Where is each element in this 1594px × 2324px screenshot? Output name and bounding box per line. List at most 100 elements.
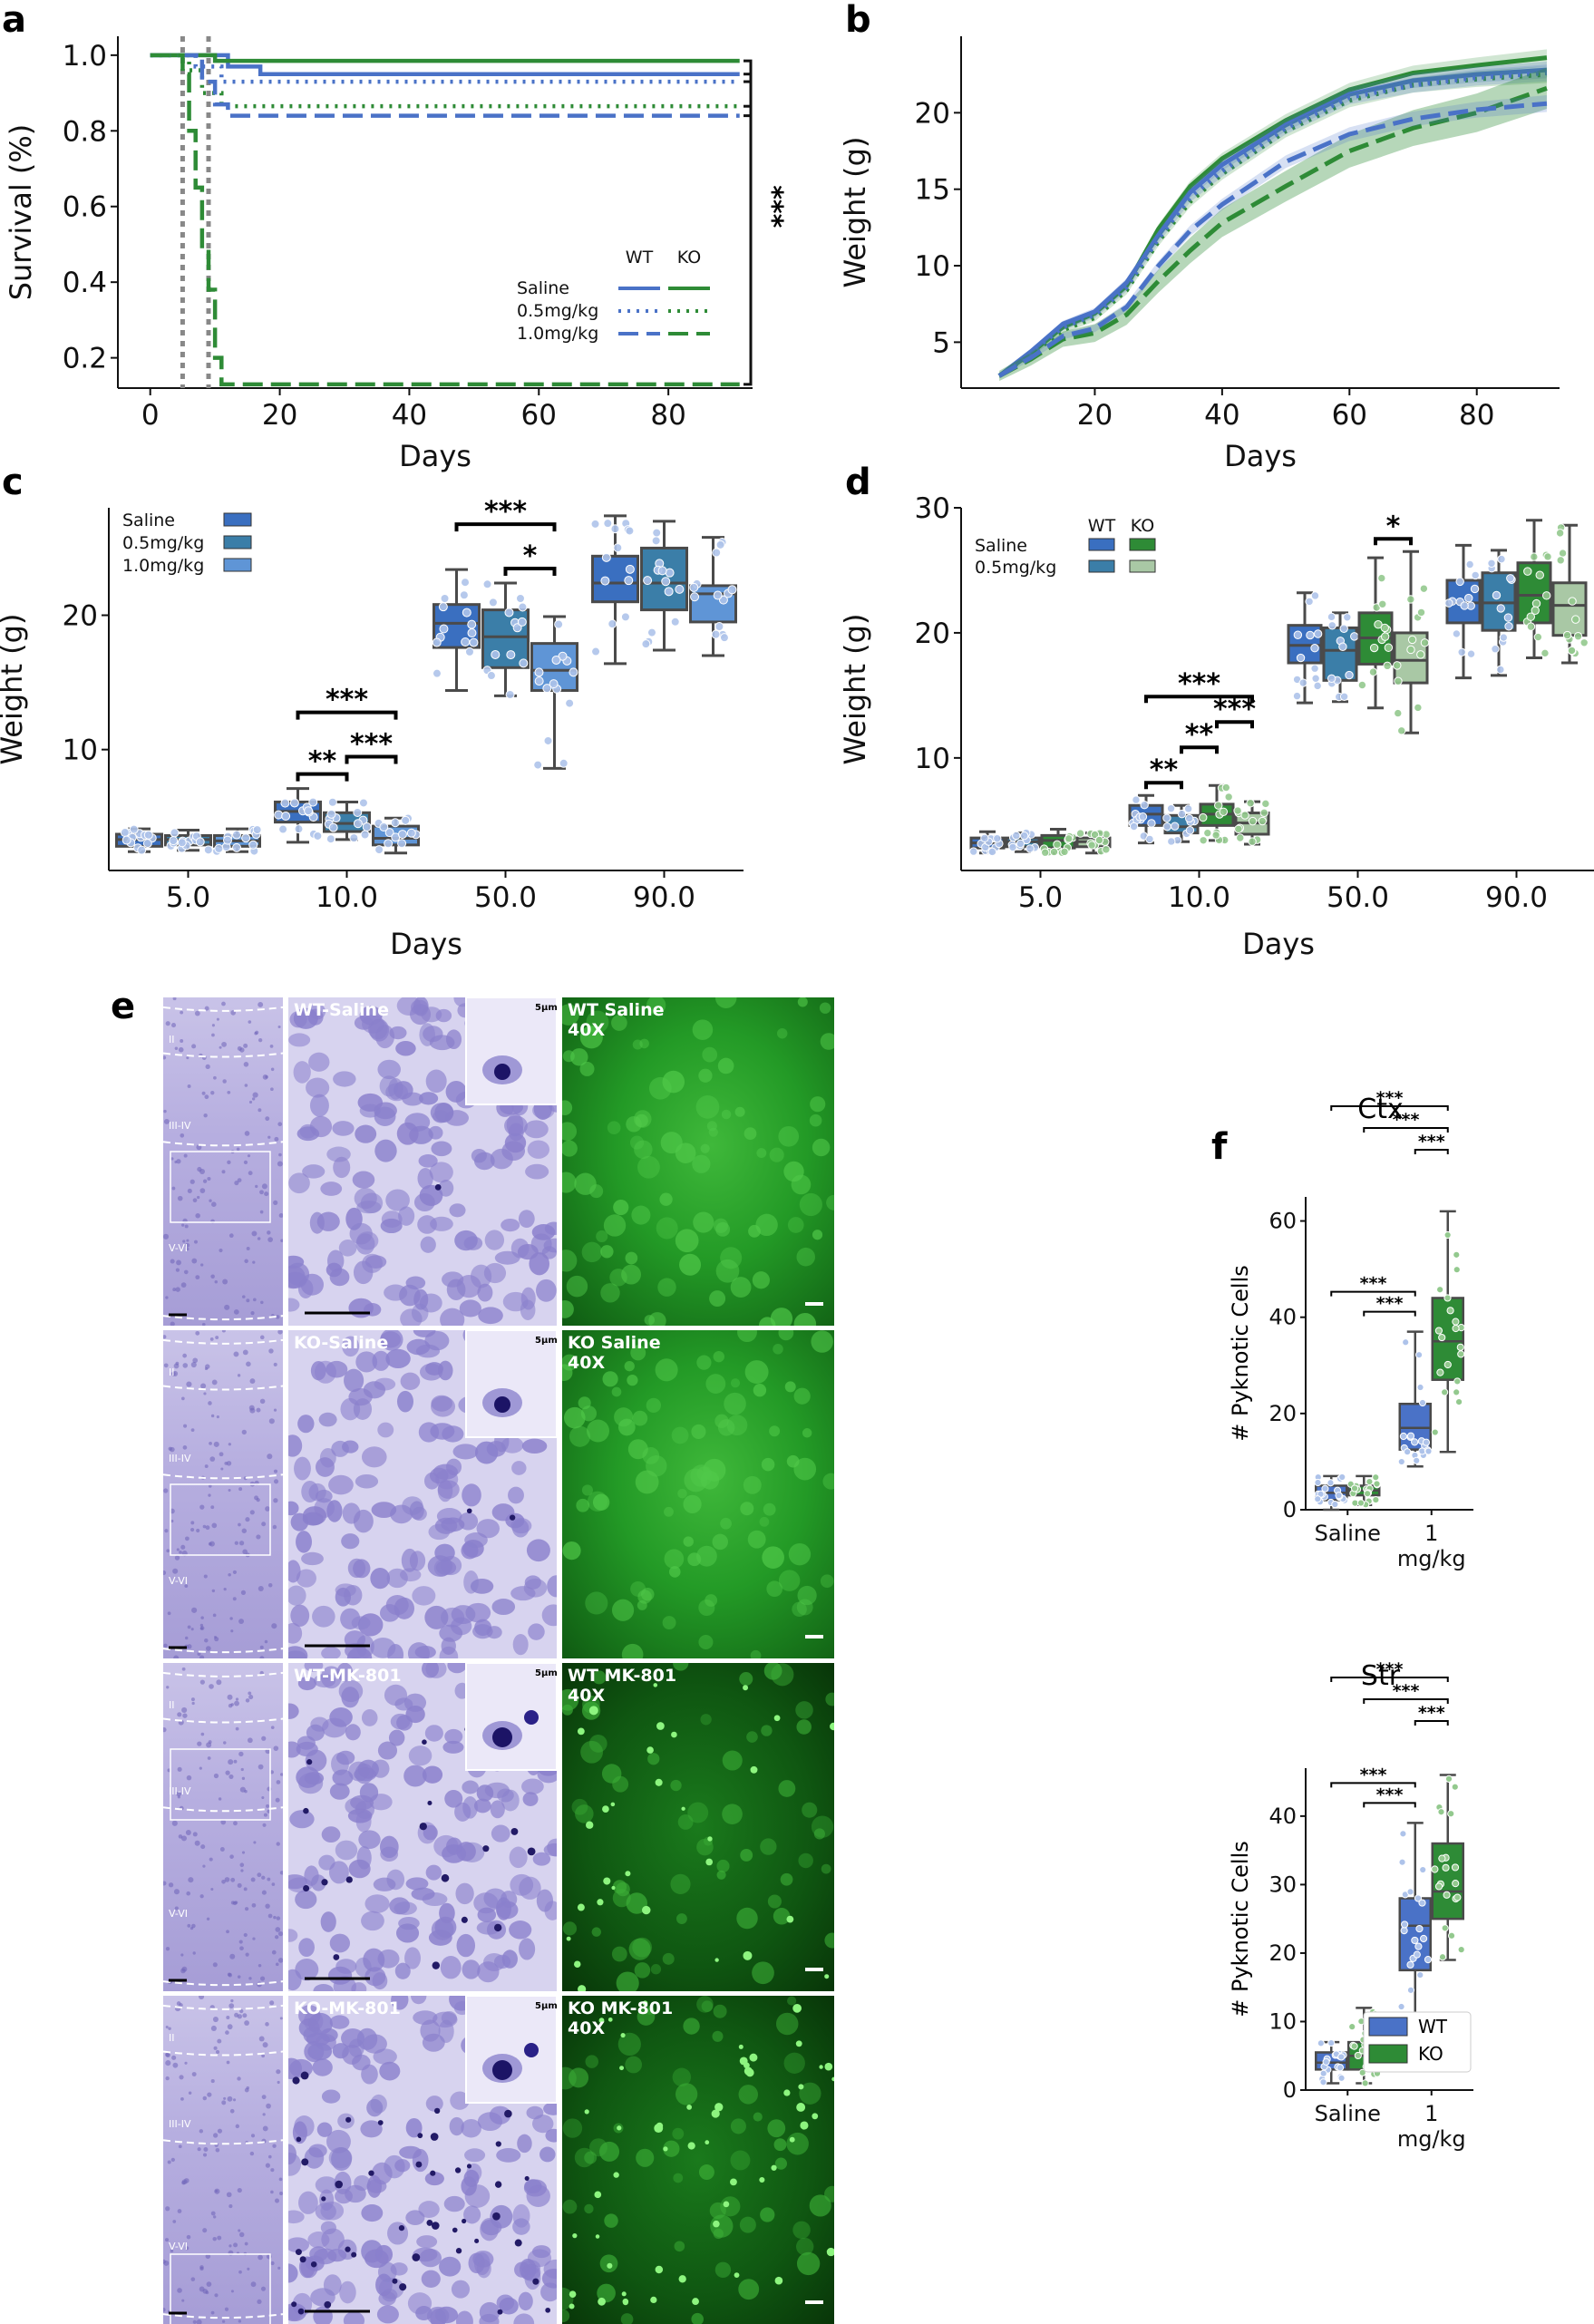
d-data-point	[1292, 691, 1302, 701]
d-data-point	[1016, 839, 1025, 849]
gfp-cell	[562, 1140, 578, 1157]
c-data-point	[543, 735, 553, 745]
nissl-cell	[223, 1587, 227, 1591]
pyknotic-cell	[321, 1879, 328, 1886]
gfp-cell	[705, 1594, 718, 1607]
gfp-cell	[575, 1804, 594, 1823]
d-data-point	[1541, 648, 1550, 658]
pyknotic-cell	[295, 2249, 302, 2256]
nissl-cell	[244, 2087, 249, 2093]
nissl-cell	[321, 2089, 341, 2104]
nissl-cell	[296, 1569, 316, 1588]
d-data-point	[1369, 643, 1379, 653]
d-data-point	[1460, 601, 1469, 610]
f-str-data-point	[1451, 1863, 1460, 1872]
nissl-cell	[412, 2148, 429, 2173]
gfp-cell	[578, 1396, 591, 1410]
gfp-cell	[767, 1894, 782, 1909]
c-data-point	[488, 598, 498, 608]
f-ctx-significance-bracket	[1363, 1310, 1416, 1317]
nissl-cell	[419, 1184, 443, 1207]
nissl-cell	[240, 1767, 244, 1772]
pyknotic-cell	[345, 1876, 353, 1883]
f-str-data-point	[1415, 1924, 1424, 1933]
nissl-cell	[215, 2049, 220, 2055]
gfp-bright-cell	[671, 1731, 677, 1738]
f-ctx-data-point	[1414, 1351, 1424, 1359]
nissl-cell	[215, 2189, 219, 2193]
nissl-cell	[270, 1087, 274, 1092]
nissl-cell	[360, 2120, 383, 2138]
pyknotic-cell	[306, 1759, 313, 1765]
d-data-point	[1259, 808, 1268, 817]
nissl-cell	[165, 1296, 169, 1299]
nissl-cell	[266, 1804, 269, 1808]
f-ctx-ytick-label: 20	[1268, 1401, 1297, 1426]
f-str-data-point	[1401, 1920, 1409, 1929]
f-str-ytick-label: 30	[1268, 1872, 1297, 1897]
gfp-cell	[825, 1692, 834, 1707]
nissl-cell	[370, 1567, 391, 1590]
d-data-point	[1406, 645, 1415, 655]
c-data-point	[379, 822, 389, 832]
nissl-cell	[230, 1629, 234, 1633]
nissl-cell	[345, 1724, 361, 1741]
nissl-cell	[471, 1148, 487, 1163]
nissl-cell	[267, 1135, 271, 1139]
nissl-cell	[227, 1694, 233, 1700]
nissl-cell	[257, 1872, 262, 1878]
gfp-cell	[698, 2164, 714, 2181]
gfp-cell	[664, 1506, 674, 1517]
c-data-point	[603, 519, 613, 529]
pyknotic-cell	[399, 2283, 407, 2291]
micrograph-grid: II III-IV V-VI WT-Saline 5µm WT Saline 40X II I…	[163, 997, 1179, 2324]
inset-pyknotic-nucleus	[494, 1064, 510, 1080]
gfp-bright-cell	[738, 2044, 744, 2049]
nissl-cell	[183, 1424, 188, 1428]
nissl-cell	[175, 1287, 180, 1292]
nissl-cell	[163, 1488, 169, 1493]
d-data-point	[1377, 573, 1386, 583]
f-str-data-point	[1424, 1956, 1433, 1964]
gfp-cell	[588, 2138, 607, 2157]
gfp-cell	[585, 1591, 608, 1615]
d-ytick-label: 30	[915, 492, 950, 525]
nissl-cell	[302, 1164, 326, 1179]
f-str-legend-swatch	[1368, 2044, 1408, 2064]
f-str-data-point	[1447, 1810, 1455, 1818]
nissl-cell	[395, 1923, 420, 1943]
gfp-cell	[659, 1192, 673, 1206]
d-data-point	[1530, 552, 1539, 561]
nissl-cell	[176, 1548, 180, 1551]
f-str-data-point	[1397, 2002, 1405, 2011]
nissl-cell	[275, 1315, 280, 1319]
nissl-cell	[496, 2294, 515, 2311]
nissl-cell	[202, 2289, 209, 2294]
nissl-cell	[348, 1761, 370, 1782]
gfp-cell	[809, 2194, 831, 2217]
c-data-point	[657, 566, 667, 576]
d-data-point	[1236, 833, 1245, 842]
d-significance-label: ***	[1213, 694, 1256, 725]
d-legend-label: Saline	[975, 536, 1027, 556]
f-ctx-data-point	[1453, 1250, 1461, 1259]
nissl-cell	[278, 2177, 283, 2182]
nissl-cell	[242, 1349, 248, 1356]
nissl-cell	[212, 1613, 217, 1618]
d-data-point	[1310, 643, 1319, 653]
nissl-cell	[412, 1586, 436, 1606]
nissl-cells	[288, 1330, 557, 1658]
gfp-cell	[604, 2213, 618, 2228]
nissl-cell	[184, 1224, 189, 1229]
pyknotic-cell	[504, 2109, 512, 2118]
a-legend-header: WT	[626, 248, 654, 267]
layer-boundary	[163, 1648, 283, 1654]
nissl-cell	[239, 1786, 246, 1793]
nissl-cell	[298, 1938, 315, 1958]
d-data-point	[1240, 811, 1249, 820]
panel-label-d: d	[845, 462, 871, 503]
nissl-cell	[390, 1713, 411, 1730]
nissl-cell	[238, 1541, 245, 1546]
f-str-significance-bracket-label: ***	[1376, 1659, 1404, 1679]
